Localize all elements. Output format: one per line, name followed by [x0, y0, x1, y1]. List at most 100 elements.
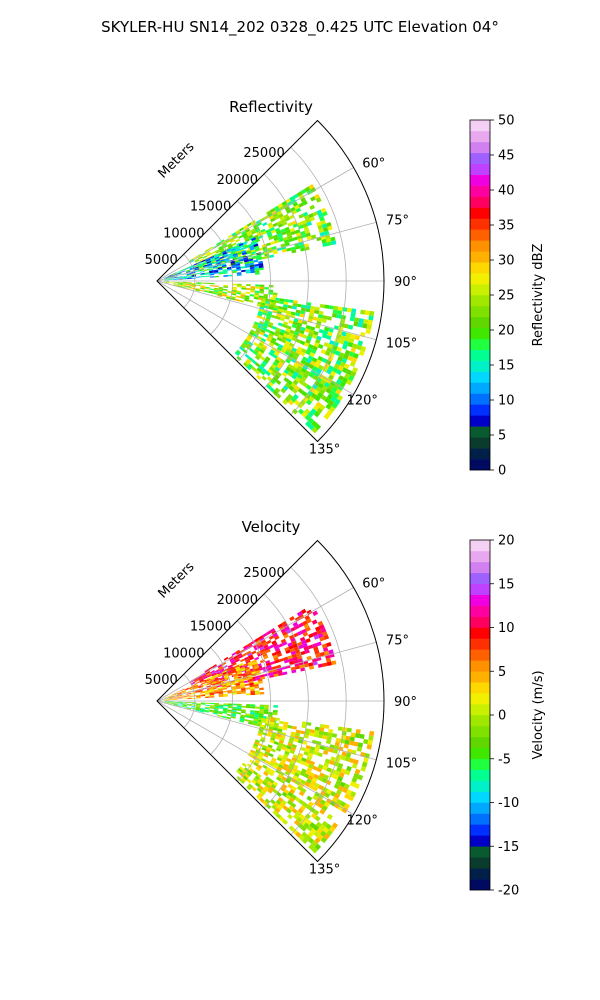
echo-cell	[286, 325, 292, 330]
echo-cell	[222, 710, 228, 713]
echo-cell	[311, 383, 318, 390]
echo-cell	[304, 748, 310, 753]
echo-cell	[314, 815, 321, 822]
echo-cell	[269, 366, 275, 372]
echo-cell	[320, 830, 327, 837]
echo-cell	[236, 692, 242, 695]
echo-cell	[178, 283, 183, 285]
echo-cell	[308, 213, 314, 219]
velocity-colorbar-label: Velocity (m/s)	[531, 670, 546, 759]
echo-cell	[292, 223, 299, 228]
echo-cell	[322, 735, 328, 740]
echo-cell	[303, 243, 309, 248]
colorbar-tick-label: 30	[498, 254, 515, 269]
echo-cell	[320, 394, 327, 401]
echo-cell	[255, 272, 260, 275]
echo-cell	[201, 259, 206, 263]
echo-cell	[310, 780, 316, 786]
echo-cell	[236, 292, 241, 295]
echo-cell	[282, 399, 289, 406]
echo-cell	[279, 720, 284, 725]
echo-cell	[343, 743, 349, 749]
echo-cell	[265, 228, 271, 234]
echo-cell	[262, 312, 268, 316]
colorbar-segment	[470, 791, 490, 803]
echo-cell	[297, 319, 304, 324]
echo-cell	[331, 733, 338, 738]
echo-cell	[258, 265, 264, 269]
echo-cell	[210, 256, 215, 260]
echo-cell	[181, 691, 186, 694]
echo-cell	[210, 670, 215, 674]
echo-cell	[195, 709, 200, 712]
echo-cell	[222, 293, 227, 296]
echo-cell	[288, 319, 294, 325]
echo-cell	[199, 678, 204, 682]
echo-cell	[341, 731, 347, 736]
echo-cell	[263, 785, 270, 791]
echo-cell	[297, 346, 303, 352]
echo-cell	[258, 644, 264, 649]
echo-cell	[186, 287, 191, 290]
echo-cell	[297, 402, 304, 409]
echo-cell	[177, 284, 183, 287]
echo-cell	[195, 289, 200, 292]
echo-cell	[164, 702, 169, 704]
echo-cell	[221, 715, 227, 719]
echo-cell	[250, 288, 256, 291]
echo-cell	[262, 764, 268, 770]
echo-cell	[265, 783, 271, 789]
echo-cell	[213, 269, 219, 272]
echo-cell	[331, 367, 338, 374]
echo-cell	[243, 662, 249, 667]
colorbar-segment	[470, 747, 490, 760]
echo-cell	[259, 797, 265, 803]
echo-cell	[313, 634, 320, 640]
echo-cell	[283, 321, 289, 326]
echo-cell	[253, 263, 259, 267]
echo-cell	[222, 690, 228, 693]
echo-cell	[177, 705, 183, 708]
echo-cell	[283, 213, 289, 219]
echo-cell	[319, 723, 325, 729]
echo-cell	[301, 304, 307, 309]
echo-cell	[218, 287, 224, 289]
echo-cell	[305, 770, 311, 776]
echo-cell	[189, 260, 195, 264]
echo-cell	[270, 229, 276, 234]
echo-cell	[208, 689, 214, 692]
echo-cell	[217, 292, 223, 295]
echo-cell	[231, 265, 237, 269]
echo-cell	[258, 785, 264, 791]
echo-cell	[322, 662, 328, 667]
echo-cell	[240, 296, 245, 299]
echo-cell	[298, 813, 305, 820]
echo-cell	[188, 264, 194, 268]
echo-cell	[308, 417, 315, 424]
echo-cell	[328, 649, 334, 655]
echo-cell	[276, 336, 283, 342]
echo-cell	[256, 780, 262, 786]
echo-cell	[287, 222, 293, 227]
echo-cell	[298, 644, 304, 650]
echo-cell	[211, 253, 217, 257]
echo-cell	[313, 831, 321, 838]
echo-cell	[267, 222, 273, 227]
echo-cell	[209, 273, 215, 276]
echo-cell	[252, 722, 258, 726]
echo-cell	[218, 694, 224, 696]
echo-cell	[232, 288, 237, 291]
echo-cell	[249, 294, 255, 297]
echo-cell	[200, 285, 206, 287]
echo-cell	[223, 674, 229, 678]
echo-cell	[239, 227, 245, 232]
echo-cell	[264, 320, 270, 325]
echo-cell	[185, 270, 191, 273]
echo-cell	[320, 627, 327, 633]
echo-cell	[341, 344, 348, 350]
echo-cell	[299, 819, 306, 826]
echo-cell	[296, 373, 303, 380]
echo-cell	[224, 676, 229, 680]
echo-cell	[265, 648, 271, 654]
echo-cell	[307, 775, 314, 781]
